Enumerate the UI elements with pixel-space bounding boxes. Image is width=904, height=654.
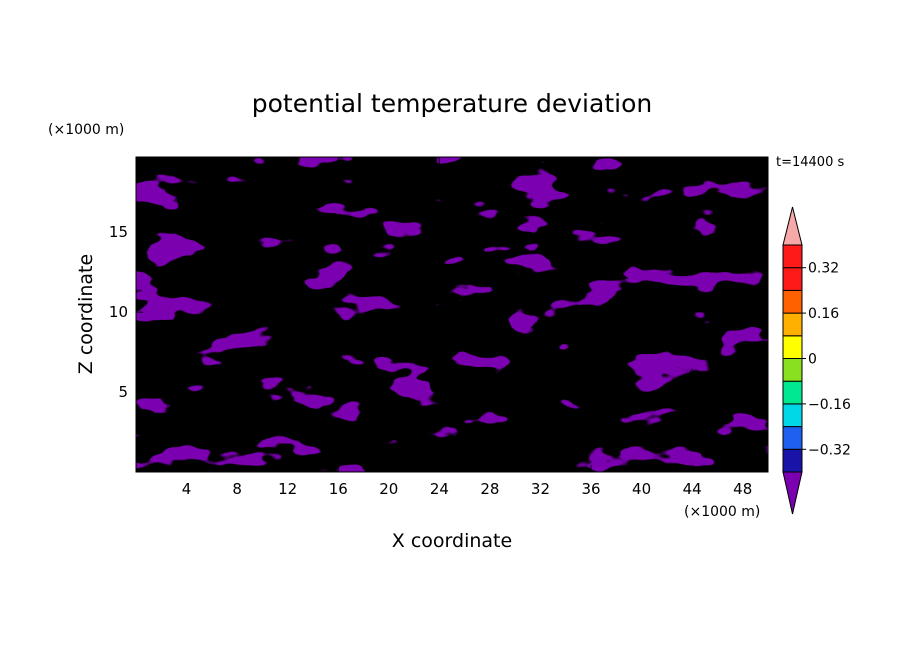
colorbar-tick-label: 0.32 <box>808 261 839 277</box>
chart-title: potential temperature deviation <box>252 89 652 118</box>
colorbar-box <box>782 448 803 473</box>
x-tick-label: 4 <box>182 480 192 498</box>
x-tick-label: 48 <box>733 480 752 498</box>
y-axis-label: Z coordinate <box>75 254 97 374</box>
colorbar-tick-label: −0.32 <box>808 442 851 458</box>
x-axis-label: X coordinate <box>392 530 512 552</box>
colorbar-box <box>782 335 803 359</box>
colorbar-tick-label: 0.16 <box>808 306 839 322</box>
x-tick-label: 8 <box>232 480 242 498</box>
y-tick-label: 5 <box>118 383 128 401</box>
x-tick-label: 32 <box>531 480 550 498</box>
x-axis: 4 8 12 16 20 24 28 32 36 40 44 48 <box>182 157 752 498</box>
x-tick-label: 28 <box>480 480 499 498</box>
colorbar-box <box>782 312 803 337</box>
colorbar-box <box>782 358 803 382</box>
y-axis: 5 10 15 <box>109 223 768 401</box>
colorbar-box <box>782 403 803 428</box>
colorbar-box <box>782 380 803 405</box>
x-tick-label: 44 <box>683 480 702 498</box>
colorbar-tick-label: 0 <box>808 352 817 368</box>
z-unit-label: (×1000 m) <box>48 122 124 138</box>
x-tick-label: 24 <box>430 480 449 498</box>
colorbar-extend-max <box>782 206 803 246</box>
x-tick-label: 16 <box>329 480 348 498</box>
colorbar-box <box>782 426 803 450</box>
colorbar-box <box>782 244 803 269</box>
x-tick-label: 20 <box>379 480 398 498</box>
y-tick-label: 15 <box>109 223 128 241</box>
colorbar-extend-min <box>782 471 803 515</box>
time-label: t=14400 s <box>776 155 844 170</box>
colorbar-box <box>782 267 803 291</box>
plot-frame <box>135 156 769 473</box>
x-tick-label: 40 <box>632 480 651 498</box>
x-unit-label: (×1000 m) <box>684 504 760 520</box>
colorbar-box <box>782 289 803 314</box>
x-tick-label: 12 <box>278 480 297 498</box>
y-tick-label: 10 <box>109 303 128 321</box>
contour-band-10 <box>136 157 768 472</box>
colorbar: 0.32 0.16 0 −0.16 −0.32 <box>782 206 851 515</box>
x-tick-label: 36 <box>581 480 600 498</box>
colorbar-tick-label: −0.16 <box>808 397 851 413</box>
plot-area <box>136 157 768 472</box>
